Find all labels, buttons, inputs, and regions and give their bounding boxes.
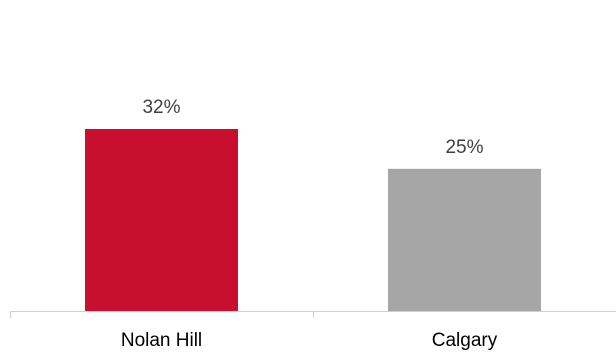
data-labels: 32% 25% xyxy=(142,97,483,158)
data-label-0: 32% xyxy=(142,97,180,118)
bar-0 xyxy=(85,129,238,311)
bar-1 xyxy=(388,168,541,311)
data-label-1: 25% xyxy=(445,137,483,158)
x-axis xyxy=(10,311,616,318)
bars xyxy=(85,129,541,311)
x-tick-label-0: Nolan Hill xyxy=(121,330,202,351)
x-tick-labels: Nolan Hill Calgary xyxy=(121,330,498,351)
x-tick-label-1: Calgary xyxy=(432,330,498,351)
